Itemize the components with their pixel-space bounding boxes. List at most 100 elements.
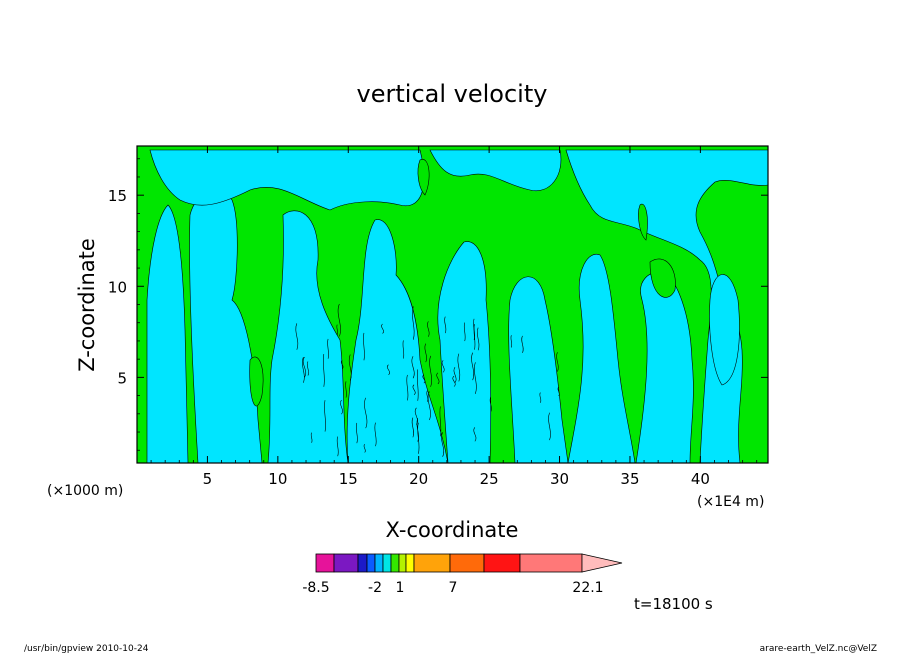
plot-area: 5 10 15 20 25 30 35 40 5 10 15 [108, 145, 769, 488]
turbulence-contour [340, 399, 343, 415]
x-tick-label: 10 [268, 470, 287, 488]
colorbar-tick-label: 1 [396, 580, 405, 596]
turbulence-contour [457, 353, 461, 382]
colorbar-segment [449, 553, 485, 573]
y-tick-label: 15 [108, 187, 127, 205]
turbulence-contour [411, 356, 415, 379]
turbulence-contour [441, 360, 445, 373]
updraft-cell [649, 258, 676, 298]
colorbar-segment [519, 553, 583, 573]
turbulence-contour [436, 372, 440, 385]
turbulence-contour [444, 316, 447, 334]
turbulence-contour [510, 335, 513, 348]
x-tick-label: 40 [691, 470, 710, 488]
turbulence-contour [453, 367, 457, 383]
x-axis-units: (×1E4 m) [697, 494, 764, 510]
turbulence-contour [427, 321, 430, 337]
downdraft-region [346, 219, 449, 464]
updraft-cell [638, 203, 648, 241]
colorbar-segment [374, 553, 384, 573]
x-tick-label: 25 [480, 470, 499, 488]
turbulence-contour [402, 340, 405, 359]
turbulence-contour [414, 407, 418, 425]
turbulence-contour [417, 422, 420, 454]
turbulence-contour [429, 355, 432, 387]
colorbar-tick-label: 7 [449, 580, 458, 596]
turbulence-contour [489, 396, 492, 412]
velocity-field [146, 149, 769, 464]
turbulence-contour [381, 323, 384, 334]
x-tick-label: 5 [203, 470, 213, 488]
turbulence-contour [302, 356, 305, 383]
turbulence-contour [422, 374, 426, 384]
colorbar-extend-arrow [581, 553, 623, 573]
downdraft-region [429, 149, 562, 192]
turbulence-contour [548, 412, 551, 441]
turbulence-contour [439, 406, 442, 437]
downdraft-region [567, 253, 636, 464]
turbulence-contour [386, 364, 390, 376]
turbulence-contour [363, 332, 365, 361]
colorbar-tick-label: 22.1 [572, 580, 603, 596]
turbulence-contour [426, 390, 429, 402]
turbulence-contour [556, 352, 559, 372]
turbulence-contour [473, 427, 477, 442]
turbulence-contour [302, 356, 307, 378]
turbulence-contour [348, 354, 352, 381]
colorbar-segment [315, 553, 335, 573]
y-axis-ticks: 5 10 15 [108, 158, 768, 451]
turbulence-contour [336, 324, 338, 335]
turbulence-contour [412, 306, 415, 340]
turbulence-contour [337, 303, 341, 337]
turbulence-contour [416, 369, 419, 401]
turbulence-contour [539, 392, 542, 403]
turbulence-contour [427, 391, 431, 421]
chart-title: vertical velocity [357, 80, 548, 108]
turbulence-contour [364, 397, 368, 429]
colorbar-segment [398, 553, 407, 573]
downdraft-region [189, 191, 263, 464]
colorbar-tick-label: -2 [368, 580, 382, 596]
x-tick-label: 15 [339, 470, 358, 488]
turbulence-contour [452, 375, 456, 387]
turbulence-contour [322, 353, 325, 387]
y-tick-label: 10 [108, 278, 127, 296]
turbulence-contour [471, 352, 475, 381]
turbulence-contour [306, 361, 309, 376]
colorbar-segment [413, 553, 451, 573]
turbulence-contour [406, 374, 409, 401]
turbulence-contour [374, 422, 377, 447]
updraft-cell [249, 356, 264, 407]
y-tick-label: 5 [117, 369, 127, 387]
turbulence-contour [327, 338, 329, 359]
turbulence-contour [477, 327, 480, 351]
turbulence-contour [412, 384, 416, 396]
y-axis-units: (×1000 m) [47, 483, 123, 499]
y-axis-label: Z-coordinate [75, 238, 99, 372]
x-axis-label: X-coordinate [386, 518, 519, 542]
downdraft-region [149, 149, 425, 211]
turbulence-contour [345, 381, 347, 398]
x-tick-label: 20 [409, 470, 428, 488]
turbulence-contour [340, 359, 344, 370]
time-label: t=18100 s [634, 595, 713, 613]
turbulence-contour [521, 335, 524, 353]
turbulence-contour [474, 362, 477, 394]
x-tick-label: 35 [620, 470, 639, 488]
turbulence-contour [324, 400, 326, 432]
turbulence-contour [473, 324, 476, 350]
colorbar-segment [357, 553, 368, 573]
colorbar-segment [333, 553, 359, 573]
colorbar-tick-labels: -8.5 -2 1 7 22.1 [302, 580, 603, 596]
turbulence-contour [336, 436, 339, 457]
turbulence-contour [355, 422, 358, 444]
colorbar-segment [405, 553, 415, 573]
turbulence-contour [557, 386, 560, 397]
colorbar-segment [366, 553, 376, 573]
colorbar [315, 553, 623, 573]
turbulence-contour [310, 432, 313, 443]
x-axis-ticks: 5 10 15 20 25 30 35 40 [150, 146, 758, 488]
colorbar-segment [390, 553, 400, 573]
downdraft-region [709, 274, 740, 386]
